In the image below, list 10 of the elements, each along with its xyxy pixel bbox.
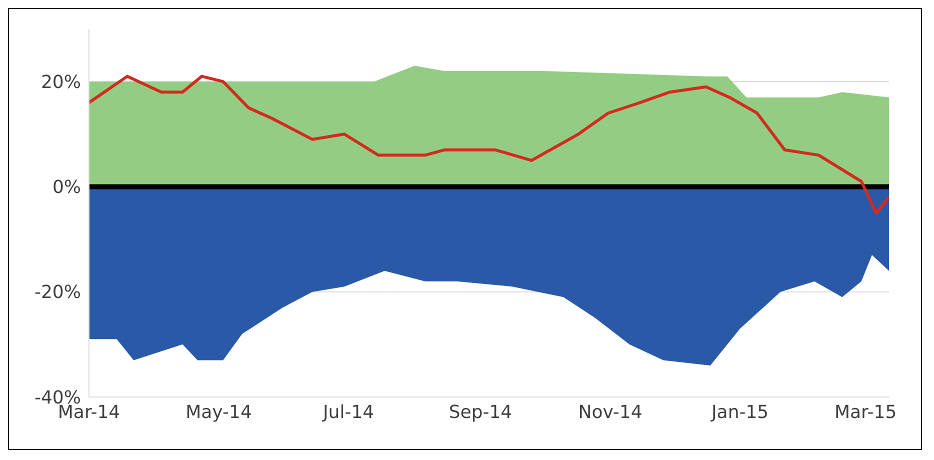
y-tick-label: 20% bbox=[40, 72, 81, 93]
x-tick-label: Mar-15 bbox=[834, 402, 897, 423]
line-series bbox=[89, 74, 889, 214]
x-tick-label: Sep-14 bbox=[448, 402, 512, 423]
x-tick-label: Nov-14 bbox=[578, 402, 642, 423]
y-tick-label: 0% bbox=[52, 177, 81, 198]
y-tick-label: -20% bbox=[34, 282, 81, 304]
x-tick-label: Jul-14 bbox=[322, 402, 374, 423]
x-tick-label: Jan-15 bbox=[710, 402, 769, 423]
x-tick-label: May-14 bbox=[186, 402, 252, 423]
